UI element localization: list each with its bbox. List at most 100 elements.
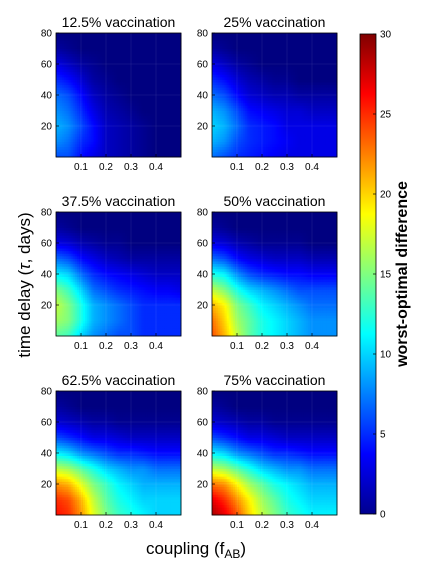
heatmap-cell [145,120,149,124]
heatmap-cell [160,154,163,158]
heatmap-cell [166,107,169,111]
heatmap-cell [133,64,136,67]
heatmap-cell [99,82,103,86]
heatmap-cell [68,74,71,78]
heatmap-cell [135,97,138,101]
heatmap-cell [106,136,109,140]
heatmap-cell [74,120,78,124]
heatmap-cell [139,149,142,153]
heatmap-cell [76,61,80,65]
heatmap-cell [64,136,67,140]
heatmap-cell [133,87,136,91]
heatmap-cell [149,151,153,155]
heatmap-cell [89,126,92,129]
heatmap-cell [141,102,144,106]
heatmap-cell [120,53,124,57]
heatmap-cell [68,154,71,158]
heatmap-cell [139,48,142,52]
heatmap-cell [135,69,138,73]
heatmap-cell [172,149,176,153]
heatmap-cell [108,84,111,88]
heatmap-cell [60,38,63,42]
heatmap-cell [91,76,94,80]
heatmap-cell [103,74,107,78]
heatmap-cell [68,115,71,119]
heatmap-cell [135,64,138,67]
heatmap-cell [89,61,92,65]
heatmap-cell [106,141,109,145]
heatmap-cell [174,133,178,137]
heatmap-cell [89,105,92,109]
heatmap-cell [76,146,80,150]
heatmap-cell [81,56,84,60]
heatmap-cell [168,120,171,124]
heatmap-cell [85,138,88,142]
heatmap-cell [141,95,144,98]
heatmap-cell [64,69,67,73]
heatmap-cell [60,141,63,145]
heatmap-cell [58,105,61,109]
heatmap-cell [160,126,163,129]
heatmap-cell [97,61,101,65]
heatmap-cell [108,102,111,106]
heatmap-cell [116,89,119,93]
heatmap-cell [76,56,80,60]
heatmap-cell [166,123,169,127]
heatmap-cell [174,131,178,135]
heatmap-cell [106,107,109,111]
heatmap-cell [91,97,94,101]
heatmap-cell [145,151,149,155]
heatmap-cell [78,138,82,142]
heatmap-cell [143,151,146,155]
heatmap-cell [101,120,105,124]
heatmap-cell [74,58,78,62]
heatmap-cell [87,138,90,142]
heatmap-cell [120,151,124,155]
heatmap-cell [170,102,174,106]
heatmap-cell [174,82,178,86]
heatmap-cell [174,126,178,129]
heatmap-cell [131,141,134,145]
heatmap-cell [137,87,140,91]
heatmap-cell [156,79,159,83]
heatmap-cell [74,51,78,55]
heatmap-cell [162,58,165,62]
heatmap-cell [95,141,99,145]
heatmap-cell [116,113,119,117]
heatmap-cell [149,56,153,60]
heatmap-cell [110,71,113,75]
heatmap-cell [147,102,151,106]
heatmap-cell [108,69,111,73]
heatmap-cell [153,120,157,124]
heatmap-cell [128,113,132,117]
heatmap-cell [89,123,92,127]
heatmap-cell [70,141,74,145]
heatmap-cell [141,113,144,117]
heatmap-cell [72,53,76,57]
heatmap-cell [103,144,107,148]
heatmap-cell [162,154,165,158]
heatmap-cell [93,82,96,86]
heatmap-cell [110,64,113,67]
heatmap-cell [81,64,84,67]
heatmap-cell [58,51,61,55]
heatmap-cell [124,48,128,52]
heatmap-cell [143,133,146,137]
heatmap-cell [89,76,92,80]
heatmap-cell [158,92,161,96]
heatmap-cell [176,89,180,93]
heatmap-cell [114,69,117,73]
heatmap-cell [114,56,117,60]
heatmap-cell [153,138,157,142]
heatmap-cell [93,154,96,158]
heatmap-cell [78,123,82,127]
heatmap-cell [74,79,78,83]
heatmap-cell [160,87,163,91]
heatmap-cell [158,64,161,67]
heatmap-cell [178,138,182,142]
heatmap-cell [64,100,67,104]
heatmap-cell [97,115,101,119]
heatmap-cell [120,64,124,67]
heatmap-cell [64,76,67,80]
